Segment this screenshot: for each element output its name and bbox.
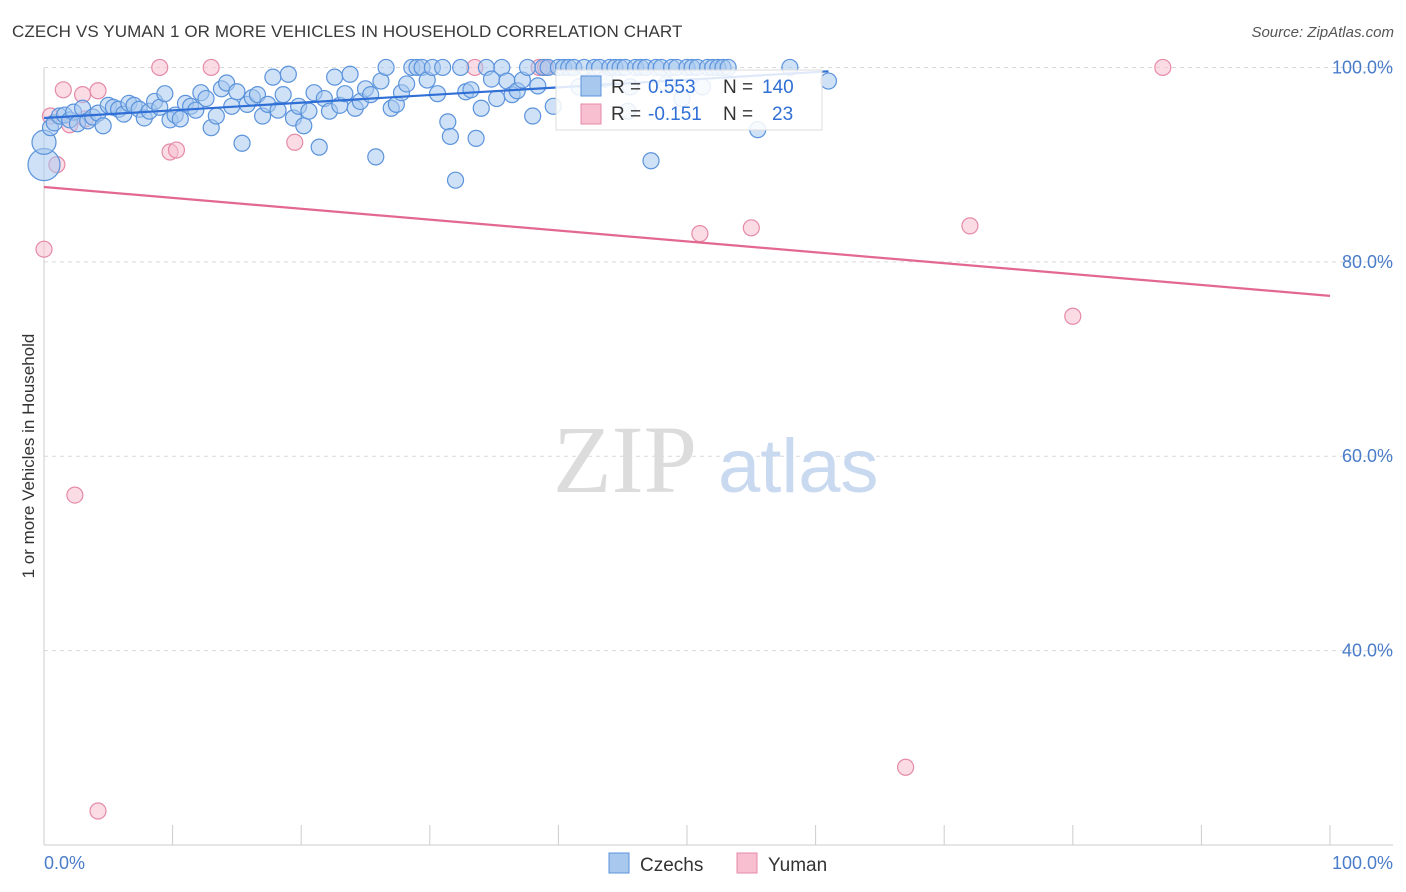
yuman-r-label: R = — [611, 104, 641, 125]
stats-legend: R = 0.553 N = 140 R = -0.151 N = 23 — [555, 69, 823, 131]
y-tick-label: 100.0% — [1332, 57, 1393, 77]
czech-point — [228, 83, 246, 101]
bottom-legend: Czechs Yuman — [608, 852, 827, 876]
czech-point — [446, 171, 465, 189]
czech-point — [336, 85, 354, 103]
y-tick-label: 60.0% — [1342, 446, 1393, 466]
gridlines — [44, 66, 1393, 652]
yuman-point — [35, 240, 53, 258]
czech-point — [398, 75, 416, 93]
watermark-zip: ZIP — [553, 406, 697, 513]
czech-point — [367, 148, 385, 166]
czech-point — [341, 65, 359, 83]
czech-point — [295, 117, 313, 135]
legend-yuman-label: Yuman — [768, 855, 827, 876]
czech-point — [207, 107, 225, 125]
czech-point — [362, 86, 380, 104]
czech-point — [264, 68, 282, 86]
yuman-swatch — [580, 103, 602, 125]
yuman-n-value: 23 — [772, 104, 793, 125]
yuman-point — [1154, 58, 1172, 77]
legend-czechs-swatch — [608, 852, 630, 874]
legend-czechs-label: Czechs — [640, 855, 703, 876]
yuman-point — [286, 133, 304, 151]
czech-point — [439, 113, 457, 131]
czech-point — [467, 129, 485, 147]
y-tick-label: 80.0% — [1342, 252, 1393, 272]
yuman-point — [89, 82, 107, 100]
czech-point — [300, 102, 318, 120]
yuman-r-value: -0.151 — [648, 104, 702, 125]
czech-point — [434, 58, 452, 77]
czech-point — [310, 138, 328, 156]
czech-series — [27, 58, 838, 189]
watermark-atlas: atlas — [718, 424, 879, 509]
yuman-point — [961, 217, 979, 235]
czech-r-label: R = — [611, 77, 641, 98]
czech-swatch — [580, 75, 602, 97]
czech-point — [197, 89, 215, 108]
czech-r-value: 0.553 — [648, 77, 696, 98]
czech-point — [274, 86, 292, 104]
czech-n-label: N = — [723, 77, 753, 98]
yuman-point — [897, 758, 915, 776]
y-axis-title: 1 or more Vehicles in Household — [19, 334, 38, 579]
yuman-point — [202, 58, 220, 77]
czech-point — [441, 127, 459, 146]
czech-point — [269, 101, 287, 119]
yuman-point — [1064, 307, 1082, 325]
czech-point — [524, 107, 542, 125]
czech-point — [452, 58, 470, 77]
yuman-point — [691, 225, 709, 243]
y-tick-labels: 40.0% 60.0% 80.0% 100.0% — [1332, 57, 1393, 660]
y-tick-label: 40.0% — [1342, 641, 1393, 661]
czech-point — [326, 68, 344, 86]
czech-point — [642, 152, 660, 170]
czech-point — [488, 89, 506, 108]
watermark: ZIP atlas — [553, 406, 879, 513]
czech-point — [518, 58, 537, 77]
source-credit: Source: ZipAtlas.com — [1251, 24, 1394, 41]
czech-point — [156, 85, 174, 103]
czech-point — [472, 99, 490, 117]
czech-point — [819, 72, 838, 90]
czech-point — [377, 58, 395, 77]
yuman-point — [151, 58, 169, 77]
yuman-point — [167, 141, 186, 159]
yuman-n-label: N = — [723, 104, 753, 125]
yuman-point — [89, 802, 107, 820]
czech-point — [529, 77, 547, 95]
chart-title: CZECH VS YUMAN 1 OR MORE VEHICLES IN HOU… — [12, 22, 683, 41]
czech-n-value: 140 — [762, 77, 794, 98]
legend-yuman-swatch — [736, 852, 758, 874]
x-tick-label-min: 0.0% — [44, 853, 85, 873]
czech-point — [94, 117, 112, 135]
yuman-trend-line — [43, 185, 1331, 297]
czech-point — [233, 134, 251, 152]
yuman-point — [66, 486, 84, 504]
x-tick-label-max: 100.0% — [1332, 853, 1393, 873]
yuman-point — [742, 219, 760, 237]
czech-point — [462, 81, 480, 99]
axes — [43, 68, 1393, 846]
yuman-point — [54, 81, 72, 99]
czech-point — [279, 65, 297, 83]
